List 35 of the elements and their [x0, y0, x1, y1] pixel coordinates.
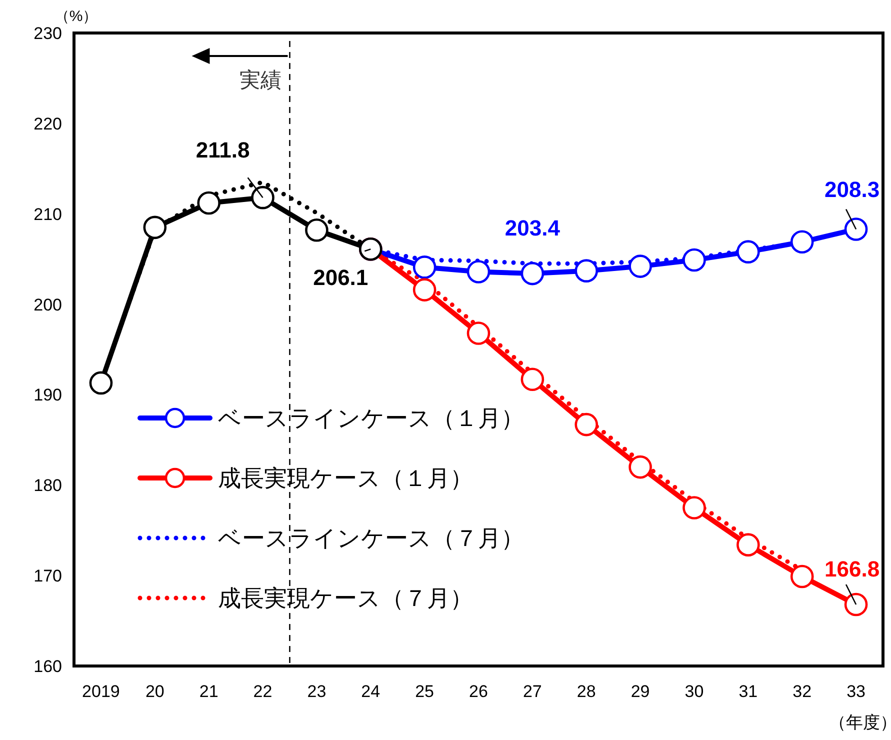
x-tick-label: 2019: [82, 682, 120, 701]
x-tick-label: 30: [684, 682, 704, 701]
x-tick-label: 23: [307, 682, 326, 701]
legend-label: 成長実現ケース（１月）: [218, 465, 473, 491]
y-axis-title: （%）: [54, 8, 98, 25]
x-tick-label: 22: [253, 682, 272, 701]
y-tick-label: 230: [34, 24, 62, 43]
x-tick-label: 29: [630, 682, 650, 701]
y-tick-label: 160: [34, 657, 62, 676]
y-tick-label: 170: [34, 566, 62, 586]
x-tick-label: 21: [199, 682, 218, 701]
x-tick-label: 28: [576, 682, 596, 701]
annotation: 166.8: [824, 556, 880, 582]
ref-line-label: 実績: [240, 69, 282, 92]
x-tick-label: 33: [846, 682, 866, 701]
annotation: 203.4: [504, 216, 561, 241]
y-tick-label: 220: [34, 114, 62, 134]
annotation: 208.3: [824, 177, 880, 202]
annotation: 206.1: [313, 265, 368, 290]
x-tick-label: 32: [792, 682, 812, 701]
x-tick-label: 26: [469, 682, 488, 701]
x-tick-label: 27: [522, 682, 542, 701]
legend-label: ベースラインケース（１月）: [218, 405, 524, 431]
y-tick-label: 210: [34, 204, 62, 224]
x-tick-label: 20: [145, 682, 164, 701]
legend-label: ベースラインケース（７月）: [218, 525, 524, 551]
y-tick-label: 180: [34, 476, 62, 496]
x-tick-label: 25: [415, 682, 434, 701]
x-tick-label: 24: [361, 682, 380, 701]
legend-label: 成長実現ケース（７月）: [218, 585, 473, 611]
annotation: 211.8: [196, 138, 250, 163]
x-tick-label: 31: [738, 682, 758, 701]
y-tick-label: 190: [34, 386, 62, 405]
x-axis-title: （年度）: [829, 713, 891, 732]
y-tick-label: 200: [34, 295, 62, 314]
